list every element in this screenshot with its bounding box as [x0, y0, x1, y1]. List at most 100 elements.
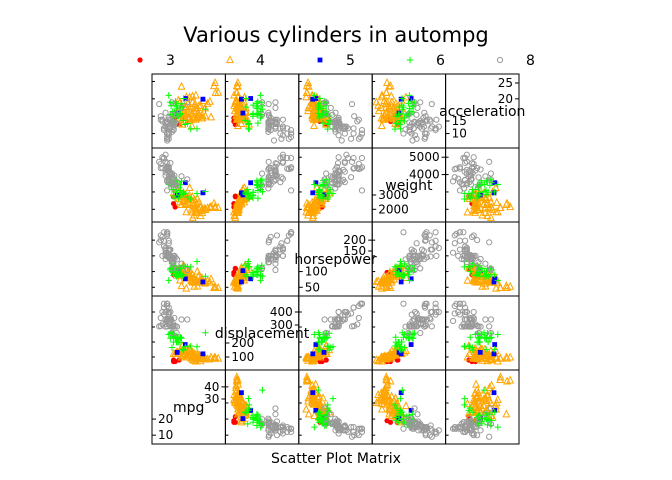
- point-series-8: [411, 419, 418, 427]
- point-series-8: [159, 164, 166, 172]
- point-series-4: [304, 199, 313, 209]
- point-series-8: [272, 160, 279, 167]
- point-series-6: [319, 105, 327, 112]
- point-series-8: [408, 130, 415, 137]
- point-series-6: [184, 193, 191, 201]
- point-series-8: [165, 316, 172, 323]
- point-series-6: [315, 106, 322, 113]
- point-series-8: [486, 239, 493, 246]
- point-series-4: [385, 101, 394, 110]
- point-series-6: [315, 386, 322, 394]
- point-series-8: [354, 321, 361, 328]
- point-series-8: [428, 323, 435, 330]
- point-series-3: [232, 121, 238, 128]
- point-series-8: [423, 116, 430, 123]
- point-series-8: [279, 244, 287, 252]
- point-series-8: [427, 118, 434, 125]
- point-series-8: [341, 168, 348, 175]
- point-series-4: [396, 417, 405, 426]
- point-series-8: [334, 160, 342, 167]
- point-series-6: [406, 268, 413, 275]
- point-series-4: [382, 372, 391, 381]
- point-series-4: [311, 113, 320, 122]
- point-series-8: [422, 430, 429, 437]
- point-series-8: [357, 133, 364, 141]
- point-series-4: [476, 392, 485, 401]
- point-series-8: [433, 308, 440, 316]
- point-series-6: [180, 117, 187, 124]
- point-series-8: [435, 123, 442, 130]
- point-series-8: [156, 158, 163, 165]
- diag-tick-label: 20: [158, 412, 173, 426]
- point-series-4: [308, 352, 317, 361]
- point-series-5: [492, 342, 498, 347]
- point-series-4: [187, 205, 196, 214]
- point-series-3: [232, 419, 238, 425]
- point-series-8: [451, 232, 458, 239]
- point-series-6: [253, 271, 261, 278]
- point-series-6: [397, 117, 405, 124]
- point-series-4: [211, 77, 220, 86]
- point-series-4: [304, 353, 313, 362]
- point-series-8: [259, 182, 266, 189]
- point-series-4: [210, 282, 219, 292]
- point-series-8: [272, 260, 279, 267]
- point-series-5: [310, 190, 316, 196]
- point-series-8: [449, 249, 457, 256]
- diag-tick-label: 10: [158, 428, 173, 442]
- point-series-8: [328, 419, 336, 427]
- point-series-6: [173, 338, 180, 346]
- point-series-8: [355, 314, 362, 322]
- point-series-8: [411, 266, 418, 274]
- point-series-8: [463, 427, 470, 434]
- point-series-8: [279, 125, 287, 132]
- point-series-8: [272, 116, 279, 123]
- point-series-6: [406, 277, 413, 284]
- point-series-6: [481, 415, 488, 422]
- point-series-6: [397, 121, 404, 128]
- point-series-4: [188, 352, 197, 361]
- point-series-4: [235, 407, 244, 416]
- point-series-5: [398, 279, 404, 285]
- point-series-8: [156, 100, 163, 108]
- point-series-6: [180, 271, 187, 278]
- point-series-5: [477, 349, 483, 355]
- point-series-8: [329, 111, 336, 118]
- point-series-8: [168, 329, 176, 337]
- point-series-8: [343, 123, 350, 130]
- panel-horsepower-vs-acceleration: [445, 221, 520, 297]
- point-series-8: [184, 176, 191, 183]
- point-series-8: [259, 111, 266, 118]
- point-series-3: [384, 418, 390, 424]
- point-series-6: [254, 195, 262, 202]
- point-series-5: [491, 190, 497, 196]
- legend-item-4: 4: [225, 53, 265, 69]
- point-series-6: [494, 181, 501, 188]
- point-series-4: [471, 200, 480, 209]
- point-series-8: [323, 170, 330, 177]
- point-series-6: [177, 110, 184, 117]
- point-series-5: [313, 407, 319, 413]
- point-series-4: [390, 102, 399, 111]
- point-series-4: [304, 207, 313, 216]
- point-series-4: [311, 396, 320, 405]
- point-series-8: [423, 254, 430, 261]
- point-series-4: [486, 212, 495, 221]
- point-series-8: [335, 308, 342, 316]
- point-series-4: [198, 204, 207, 213]
- diag-tick-label: 30: [204, 392, 219, 406]
- point-series-6: [400, 411, 407, 419]
- point-series-6: [182, 343, 189, 350]
- point-series-8: [327, 173, 334, 180]
- diag-tick-label: 200: [343, 233, 366, 247]
- point-series-8: [417, 422, 424, 429]
- point-series-4: [234, 91, 243, 100]
- point-series-6: [242, 273, 250, 280]
- point-series-8: [414, 260, 421, 267]
- point-series-6: [399, 386, 406, 394]
- point-series-8: [272, 254, 279, 261]
- point-series-3: [232, 193, 238, 199]
- point-series-4: [177, 281, 186, 290]
- point-series-8: [259, 420, 266, 428]
- point-series-8: [413, 111, 420, 118]
